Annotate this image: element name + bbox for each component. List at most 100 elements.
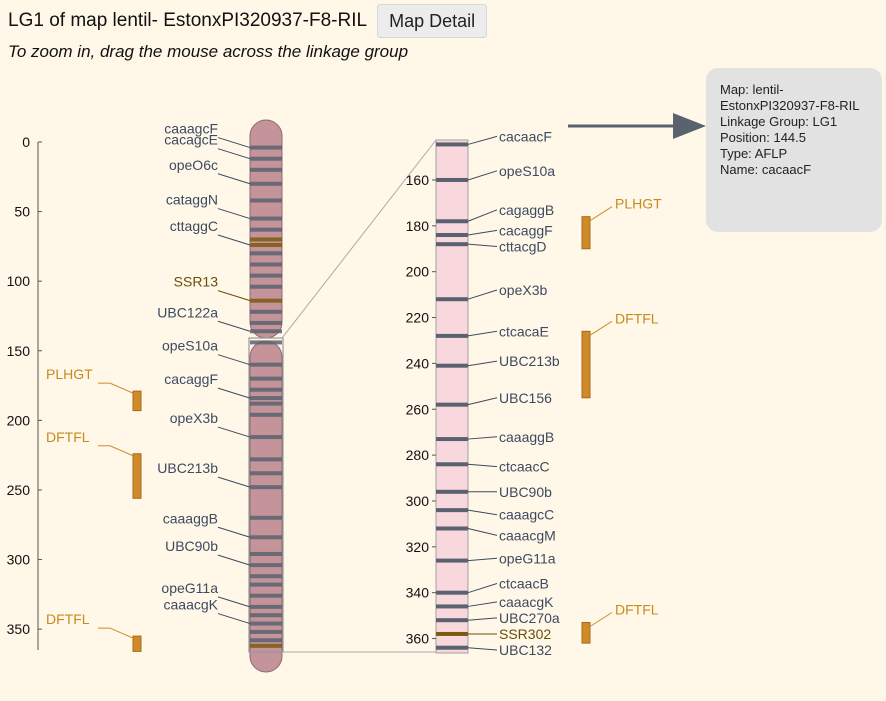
zoom-marker-band	[436, 645, 468, 650]
overview-marker-band	[250, 604, 282, 609]
overview-marker-leader	[217, 148, 251, 160]
zoom-chromosome[interactable]	[435, 139, 469, 654]
overview-marker-label: cacaggF	[164, 371, 218, 387]
zoom-marker-leader	[467, 647, 498, 651]
marker-tooltip: Map: lentil- EstonxPI320937-F8-RIL Linka…	[706, 68, 882, 232]
overview-chromosome[interactable]	[248, 119, 284, 673]
overview-marker-leader	[217, 596, 251, 608]
zoom-marker-band	[436, 177, 468, 182]
overview-marker-band	[250, 471, 282, 476]
overview-axis: 0 50 100 150 200 250 300 350	[7, 134, 42, 650]
overview-qtl-bar	[132, 390, 142, 412]
overview-qtl-group: PLHGT DFTFL DFTFL	[46, 366, 142, 652]
overview-marker-label: UBC90b	[165, 538, 218, 554]
overview-marker-band	[250, 396, 282, 401]
overview-marker-leader	[217, 526, 251, 538]
overview-marker-band	[250, 309, 282, 314]
zoom-axis-tick-label: 180	[406, 218, 430, 234]
overview-marker-label: cacagcE	[164, 132, 218, 148]
overview-marker-label: caaacgK	[164, 597, 219, 613]
zoom-instruction: To zoom in, drag the mouse across the li…	[8, 42, 409, 61]
zoom-axis-tick-label: 360	[406, 631, 430, 647]
overview-marker-label: opeO6c	[169, 157, 218, 173]
map-title: LG1 of map lentil- EstonxPI320937-F8-RIL	[8, 10, 368, 31]
zoom-axis-tick-label: 340	[406, 585, 430, 601]
zoom-marker-leader	[467, 397, 498, 406]
zoom-qtl-label: DFTFL	[615, 601, 659, 617]
overview-marker-band	[250, 613, 282, 618]
zoom-marker-leader	[467, 330, 498, 337]
zoom-axis-tick-label: 160	[406, 172, 430, 188]
overview-marker-band	[250, 273, 282, 278]
zoom-axis-tick-label: 240	[406, 355, 430, 371]
overview-marker-band	[250, 629, 282, 634]
overview-axis-tick-label: 250	[7, 482, 31, 498]
overview-qtl-label: PLHGT	[46, 366, 93, 382]
overview-marker-label: UBC122a	[157, 304, 218, 320]
tooltip-linkage-group: Linkage Group: LG1	[720, 114, 838, 129]
overview-marker-band	[250, 638, 282, 643]
overview-marker-band	[250, 387, 282, 392]
zoom-marker-leader	[467, 617, 498, 621]
zoom-marker-label: ctcaacC	[499, 459, 550, 475]
zoom-qtl-bar	[581, 330, 591, 399]
overview-qtl-leader	[98, 445, 134, 457]
zoom-marker-label: UBC270a	[499, 610, 560, 626]
overview-marker-band	[250, 485, 282, 490]
zoom-marker-band	[436, 489, 468, 494]
zoom-marker-band	[436, 631, 468, 636]
overview-marker-band	[250, 237, 282, 242]
overview-axis-tick-label: 150	[7, 343, 31, 359]
zoom-marker-band	[436, 297, 468, 302]
zoom-marker-leader	[467, 527, 498, 536]
tooltip-map-line: Map: lentil-	[720, 82, 784, 97]
overview-marker-band	[250, 216, 282, 221]
overview-marker-band	[250, 412, 282, 417]
overview-marker-band	[250, 181, 282, 186]
overview-qtl-bar	[132, 635, 142, 652]
zoom-axis-tick-label: 280	[406, 447, 430, 463]
zoom-marker-label: opeG11a	[499, 550, 556, 566]
overview-qtl-leader	[98, 382, 134, 394]
overview-marker-band	[250, 284, 282, 289]
zoom-marker-band	[436, 233, 468, 238]
overview-qtl-label: DFTFL	[46, 429, 90, 445]
overview-marker-band	[250, 242, 282, 247]
zoom-qtl-group: PLHGT DFTFL DFTFL	[581, 196, 662, 644]
zoom-axis-tick-label: 220	[406, 310, 430, 326]
map-detail-button[interactable]: Map Detail	[377, 4, 488, 38]
zoom-marker-label: cacaacF	[499, 128, 552, 144]
zoom-marker-band	[436, 618, 468, 623]
zoom-marker-label: opeS10a	[499, 163, 555, 179]
overview-marker-band	[250, 329, 282, 334]
tooltip-type: Type: AFLP	[720, 146, 788, 161]
zoom-qtl-label: DFTFL	[615, 310, 659, 326]
zoom-marker-leader	[467, 289, 498, 300]
zoom-marker-leader	[467, 360, 498, 367]
zoom-marker-band	[436, 526, 468, 531]
overview-marker-band	[250, 198, 282, 203]
zoom-marker-leader	[467, 601, 498, 607]
zoom-marker-band	[436, 462, 468, 467]
overview-selection-window	[248, 337, 284, 653]
zoom-marker-band	[436, 558, 468, 563]
overview-marker-band	[250, 515, 282, 520]
overview-axis-tick-label: 200	[7, 412, 31, 428]
overview-marker-band	[250, 435, 282, 440]
zoom-marker-band	[436, 242, 468, 247]
zoom-marker-leader	[467, 509, 498, 516]
overview-marker-band	[250, 563, 282, 568]
zoom-marker-label: SSR302	[499, 626, 551, 642]
title-row: LG1 of map lentil- EstonxPI320937-F8-RIL…	[8, 3, 488, 39]
zoom-marker-label: caaagcC	[499, 507, 554, 523]
overview-marker-leader	[217, 613, 251, 625]
zoom-marker-label: caaacgK	[499, 594, 554, 610]
zoom-chromosome-body	[435, 139, 469, 654]
overview-marker-leader	[217, 208, 251, 220]
overview-marker-band	[250, 593, 282, 598]
zoom-marker-band	[436, 402, 468, 407]
zoom-marker-label: ctcacaE	[499, 323, 549, 339]
